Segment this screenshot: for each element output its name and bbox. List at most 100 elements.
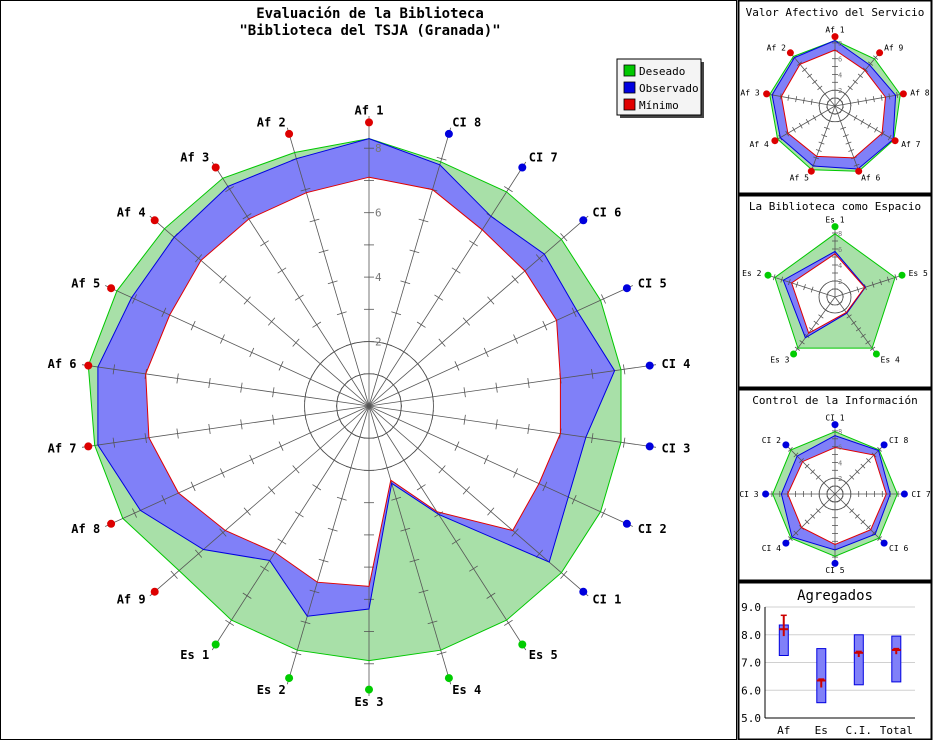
main-axis-label-ci-1: CI 1 — [592, 593, 621, 607]
information-radar-chart: 2 4 6 8 CI 1 CI 8 CI 7 CI 6 CI 5 CI 4 CI 3 CI 2 — [739, 413, 931, 575]
af-spoke-tick — [823, 126, 830, 130]
main-spoke-tick — [503, 186, 513, 193]
ci-spoke-tick — [849, 508, 855, 514]
main-marker-ci-8 — [444, 129, 453, 138]
af-spoke-tick — [852, 79, 858, 85]
af-axis-label-af-3: Af 3 — [740, 89, 759, 98]
main-spoke-tick — [337, 414, 343, 425]
af-spoke-tick — [792, 126, 796, 133]
main-spoke-tick — [395, 414, 401, 425]
main-spoke-ci-3 — [368, 405, 657, 448]
af-spoke-tick — [860, 119, 865, 125]
main-marker-ci-4 — [645, 361, 654, 370]
ci-spoke-tick — [788, 447, 793, 452]
af-axis-label-af-8: Af 8 — [910, 89, 929, 98]
af-spoke-tick — [826, 107, 831, 113]
main-spoke-tick — [345, 466, 356, 470]
main-spoke-tick — [418, 589, 429, 594]
es-spoke-tick — [848, 289, 852, 296]
af-spoke-tick — [840, 126, 847, 130]
es-spoke-tick — [865, 340, 871, 345]
main-spoke-tick — [336, 496, 347, 501]
main-spoke-tick — [395, 387, 401, 398]
af-spoke-tick — [818, 141, 825, 145]
main-spoke-tick — [307, 428, 313, 438]
main-spoke-tick — [327, 527, 338, 532]
main-axis-label-ci-4: CI 4 — [662, 357, 691, 371]
af-spoke-tick — [810, 98, 813, 105]
ci-spoke-tick — [854, 513, 860, 519]
main-spoke-tick — [242, 592, 252, 599]
es-spoke-tick — [846, 314, 852, 319]
es-spoke-tick — [772, 274, 776, 281]
main-spoke-tick — [438, 465, 446, 474]
af-spoke-tick — [847, 85, 853, 91]
af-axis-label-af-9: Af 9 — [884, 43, 903, 52]
main-marker-af-5 — [107, 284, 116, 293]
af-axis-label-af-2: Af 2 — [767, 43, 786, 52]
af-spoke-tick — [815, 149, 822, 152]
ci-marker-ci-8 — [880, 441, 888, 449]
es-spoke-es-5 — [834, 274, 904, 298]
main-spoke-tick — [243, 507, 251, 516]
ci-spoke-tick — [871, 530, 877, 536]
main-spoke-tick — [194, 549, 203, 558]
main-axis-label-ci-8: CI 8 — [452, 116, 481, 130]
af-spoke-tick — [813, 156, 820, 160]
main-spoke-tick — [312, 321, 322, 328]
main-spoke-tick — [260, 240, 269, 247]
main-spoke-ci-8 — [368, 127, 452, 407]
information-panel-frame — [737, 388, 933, 582]
es-marker-es-2 — [764, 271, 772, 279]
af-spoke-af-4 — [773, 105, 836, 142]
es-radial-tick-label: 8 — [838, 230, 842, 238]
es-spoke-tick — [871, 281, 875, 288]
es-marker-es-1 — [831, 223, 839, 231]
main-spoke-tick — [240, 419, 243, 430]
main-spoke-tick — [623, 364, 626, 375]
main-spoke-tick — [436, 156, 447, 161]
main-marker-ci-1 — [579, 587, 588, 596]
agg-y-tick-label: 7.0 — [741, 657, 761, 670]
main-spoke-tick — [337, 387, 343, 398]
es-spoke-tick — [826, 291, 829, 298]
main-spoke-tick — [277, 538, 287, 545]
main-radial-tick-label: 4 — [375, 271, 382, 284]
main-spoke-tick — [451, 538, 461, 545]
main-marker-af-1 — [365, 118, 373, 127]
af-spoke-tick — [888, 93, 891, 100]
main-spoke-tick — [312, 484, 322, 491]
main-axis-label-af-5: Af 5 — [71, 276, 100, 290]
main-spoke-tick — [527, 378, 530, 389]
agg-x-tick-label-es: Es — [815, 724, 828, 737]
main-spoke-tick — [425, 374, 431, 384]
main-spoke-tick — [329, 457, 339, 464]
aggregates-chart-title: Agregados — [797, 588, 873, 604]
es-spoke-tick — [855, 327, 862, 332]
es-radial-tick-label: 2 — [838, 278, 842, 286]
ci-radial-tick-label: 2 — [838, 475, 842, 483]
main-marker-ci-5 — [622, 284, 631, 293]
main-spoke-tick — [243, 296, 251, 305]
ci-spoke-tick — [799, 458, 804, 463]
main-spoke-tick — [220, 334, 225, 344]
main-spoke-tick — [400, 527, 411, 532]
agg-y-tick-label: 8.0 — [741, 629, 761, 642]
main-radial-tick-label: 8 — [375, 142, 382, 155]
main-axis-label-af-4: Af 4 — [117, 206, 146, 220]
main-spoke-tick — [381, 375, 391, 382]
ci-axis-label-ci-5: CI 5 — [825, 566, 844, 575]
ci-axis-label-ci-2: CI 2 — [762, 436, 781, 445]
af-spoke-tick — [862, 67, 868, 73]
ci-axis-label-ci-4: CI 4 — [762, 544, 781, 553]
main-axis-label-af-9: Af 9 — [117, 593, 146, 607]
main-spoke-ci-6 — [368, 215, 589, 407]
main-spoke-tick — [294, 294, 304, 301]
af-spoke-tick — [874, 126, 878, 133]
main-spoke-tick — [591, 433, 594, 444]
es-spoke-es-2 — [766, 274, 836, 298]
ci-series-desired — [772, 431, 898, 557]
legend: Deseado Observado Mínimo — [616, 58, 704, 118]
es-spoke-tick — [794, 346, 801, 351]
main-spoke-tick — [571, 495, 577, 505]
